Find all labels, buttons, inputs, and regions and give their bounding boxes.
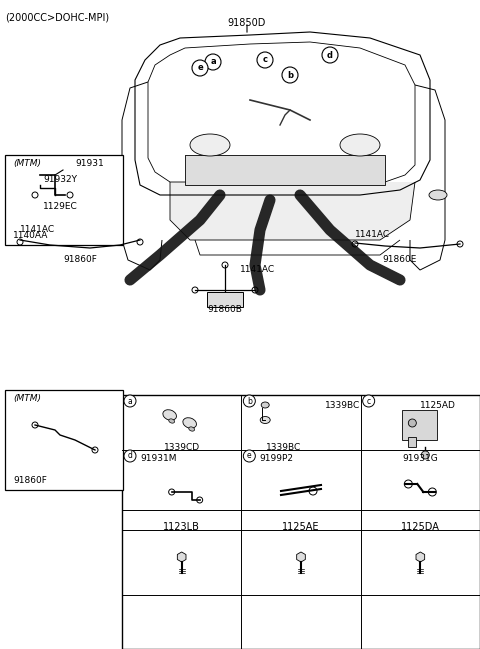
Text: (MTM): (MTM) — [13, 159, 41, 168]
Circle shape — [421, 451, 429, 459]
Text: 1141AC: 1141AC — [20, 225, 55, 234]
Bar — [408, 437, 416, 447]
Circle shape — [124, 395, 136, 407]
Bar — [122, 395, 480, 649]
Text: 1123LB: 1123LB — [163, 522, 200, 532]
Text: 1125DA: 1125DA — [401, 522, 440, 532]
Ellipse shape — [260, 417, 270, 424]
Text: 91932Y: 91932Y — [43, 175, 77, 184]
Text: 1141AC: 1141AC — [240, 265, 275, 274]
Text: 9199P2: 9199P2 — [259, 454, 293, 463]
PathPatch shape — [170, 182, 415, 240]
Text: d: d — [327, 51, 333, 60]
Circle shape — [243, 450, 255, 462]
Text: 1141AC: 1141AC — [355, 230, 390, 239]
Text: d: d — [128, 452, 132, 461]
Circle shape — [192, 60, 208, 76]
Bar — [207, 292, 243, 307]
Text: e: e — [247, 452, 252, 461]
Text: 91860E: 91860E — [383, 255, 417, 264]
Text: 91860B: 91860B — [207, 305, 242, 314]
Text: 1339CD: 1339CD — [164, 443, 200, 452]
Circle shape — [257, 52, 273, 68]
Text: 91860F: 91860F — [63, 255, 97, 264]
Circle shape — [124, 450, 136, 462]
Text: a: a — [128, 397, 132, 406]
Text: (MTM): (MTM) — [13, 394, 41, 403]
Text: b: b — [247, 397, 252, 406]
Text: c: c — [367, 397, 371, 406]
Bar — [5, 155, 123, 245]
Bar — [5, 390, 123, 490]
Text: 91931M: 91931M — [140, 454, 177, 463]
Text: b: b — [287, 71, 293, 79]
Text: a: a — [210, 58, 216, 66]
Ellipse shape — [261, 402, 269, 408]
Text: c: c — [263, 56, 267, 64]
Circle shape — [243, 395, 255, 407]
Text: 91860F: 91860F — [13, 476, 47, 485]
Ellipse shape — [189, 427, 194, 431]
Text: 1125AD: 1125AD — [420, 401, 456, 410]
Ellipse shape — [163, 410, 177, 421]
Text: 1339BC: 1339BC — [266, 443, 301, 452]
Ellipse shape — [183, 418, 196, 428]
Text: 91850D: 91850D — [228, 18, 266, 28]
Ellipse shape — [429, 190, 447, 200]
Text: 91931: 91931 — [75, 159, 104, 168]
Ellipse shape — [169, 419, 175, 423]
Text: (2000CC>DOHC-MPI): (2000CC>DOHC-MPI) — [5, 12, 109, 22]
Ellipse shape — [340, 134, 380, 156]
Circle shape — [205, 54, 221, 70]
Ellipse shape — [408, 419, 416, 427]
Text: 1129EC: 1129EC — [43, 202, 77, 211]
Text: 1140AA: 1140AA — [13, 231, 48, 240]
Ellipse shape — [190, 134, 230, 156]
Bar — [402, 410, 437, 440]
Text: 1339BC: 1339BC — [325, 401, 360, 410]
Circle shape — [363, 395, 375, 407]
PathPatch shape — [185, 155, 385, 185]
Text: 91931G: 91931G — [402, 454, 438, 463]
Text: e: e — [197, 64, 203, 73]
Text: 1125AE: 1125AE — [282, 522, 320, 532]
Circle shape — [282, 67, 298, 83]
Circle shape — [322, 47, 338, 63]
